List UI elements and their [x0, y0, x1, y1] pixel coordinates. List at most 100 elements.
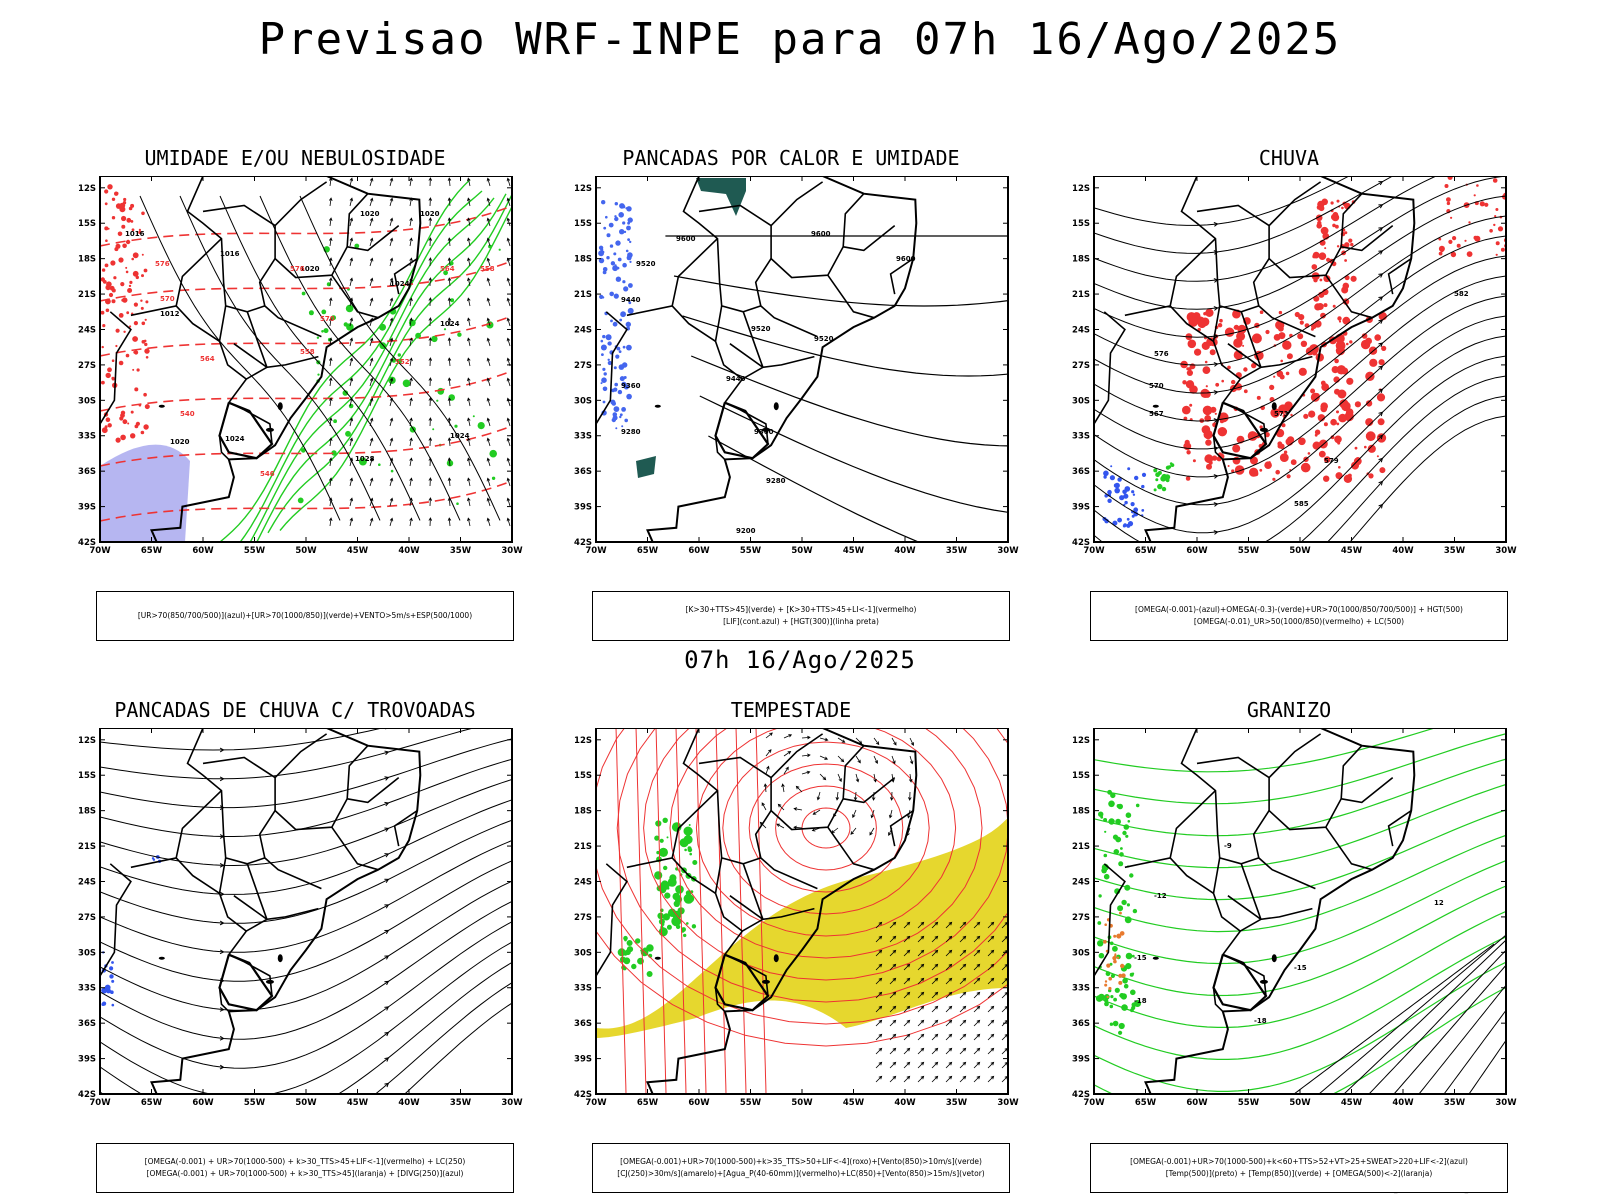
map-boundaries — [1094, 176, 1416, 542]
wind-vector — [837, 737, 846, 743]
lif-contour-blue — [602, 334, 606, 339]
rain-area — [1320, 405, 1328, 413]
rain-area — [1464, 239, 1467, 242]
red-humidity-cell — [115, 344, 118, 348]
rain-area — [1270, 408, 1280, 418]
political-border — [714, 435, 726, 460]
hgt300-label: 9600 — [811, 230, 831, 238]
wind850-green-area — [658, 847, 668, 857]
wind-vector — [889, 1005, 897, 1013]
political-border — [233, 895, 319, 921]
lake — [158, 404, 165, 408]
rain-area — [1247, 431, 1258, 441]
lat-label: 42S — [78, 538, 96, 548]
political-border — [1268, 733, 1394, 831]
rain-area — [1280, 359, 1283, 363]
temp500-contour — [1343, 939, 1506, 1094]
rain-area — [1312, 254, 1317, 259]
temp850-contour-dense — [1126, 903, 1130, 907]
main-title: Previsao WRF-INPE para 07h 16/Ago/2025 — [258, 14, 1342, 65]
political-border — [1124, 238, 1217, 317]
rain-area — [1256, 395, 1261, 400]
lon-label: 45W — [347, 1098, 369, 1108]
rain-area — [1452, 236, 1457, 241]
legend-line: [OMEGA(-0.001) + UR>70(1000-500) + k>30_… — [146, 1169, 464, 1178]
wind-vector — [875, 991, 883, 999]
lon-label: 65W — [1135, 1098, 1157, 1108]
rain-area — [1330, 418, 1337, 426]
red-humidity-cell — [118, 360, 124, 366]
rain-area — [1203, 429, 1213, 440]
lif-contour-blue — [625, 207, 628, 210]
map-content: 9600 9520 9440 9360 9280 9200 9600 9520 9440 9360… — [596, 176, 1008, 542]
wind-vector — [945, 1033, 953, 1041]
red-humidity-cell — [107, 423, 112, 428]
green-humidity-cell — [431, 335, 438, 343]
wind-vector — [389, 317, 394, 327]
red-humidity-cell — [125, 353, 130, 358]
rain-area — [1211, 455, 1218, 461]
red-humidity-cell — [126, 217, 132, 223]
wind850-green-area — [626, 940, 633, 946]
wind-vector — [875, 921, 883, 929]
wind-vector — [349, 457, 354, 467]
rain-area — [1323, 475, 1330, 482]
wind-vector — [506, 337, 511, 347]
lon-label: 65W — [1135, 546, 1157, 556]
temp850-contour-dense — [1125, 834, 1129, 838]
political-border — [1212, 857, 1241, 932]
streamline-arrow — [220, 1123, 224, 1127]
wind-vector — [761, 802, 767, 811]
uruguay-border — [714, 953, 770, 1012]
wind-vector — [917, 1075, 925, 1083]
wind-vector — [349, 357, 354, 367]
red-humidity-cell — [122, 243, 127, 249]
political-border — [1241, 857, 1260, 865]
wind-vector — [765, 765, 770, 775]
wind-vector — [447, 457, 452, 467]
temp850-contour-dense — [1121, 1004, 1128, 1011]
wind-vector — [959, 1061, 967, 1069]
green-humidity-cell — [301, 291, 306, 296]
temp850-contour-dense — [1125, 952, 1133, 960]
lon-label: 65W — [637, 546, 659, 556]
rain-area — [1197, 319, 1207, 329]
wind-vector — [428, 297, 433, 307]
lif-contour-blue — [615, 240, 621, 246]
wind-vector — [328, 517, 333, 527]
lon-label: 50W — [295, 1098, 317, 1108]
rain-area — [1234, 465, 1245, 475]
wind-vector — [903, 991, 911, 999]
rain-area — [1275, 469, 1280, 475]
lat-label: 36S — [1072, 1019, 1090, 1029]
lon-label: 70W — [1083, 1098, 1105, 1108]
lif-contour-blue — [627, 307, 634, 314]
political-border — [671, 305, 716, 342]
rain-area — [1300, 462, 1311, 473]
rain-area — [1192, 459, 1196, 463]
streamline-arrow — [384, 955, 390, 960]
green-humidity-cell — [331, 450, 337, 456]
wind-vector — [945, 977, 953, 985]
wind-vector — [945, 1047, 953, 1055]
wind-vector — [763, 783, 768, 793]
wind-vector — [889, 791, 894, 801]
wind-vector — [870, 809, 875, 819]
thickness-label: 564 — [440, 265, 455, 273]
lat-label: 27S — [574, 913, 592, 923]
lc250-streamline — [100, 961, 512, 1094]
red-humidity-cell — [126, 311, 130, 315]
rain-area — [1336, 422, 1340, 426]
red-humidity-cell — [141, 321, 146, 326]
lif-contour-blue — [612, 412, 618, 417]
lon-label: 65W — [141, 1098, 163, 1108]
wind-vector — [506, 417, 511, 427]
rain-area — [1286, 353, 1293, 360]
rain-area — [1206, 463, 1212, 470]
wind-vector — [903, 921, 911, 929]
lif-contour-blue — [622, 280, 626, 284]
lat-label: 42S — [78, 1090, 96, 1100]
rain-area — [1223, 429, 1228, 434]
temp850-contour-dense — [1118, 861, 1124, 867]
blue-humidity-area — [100, 444, 190, 542]
